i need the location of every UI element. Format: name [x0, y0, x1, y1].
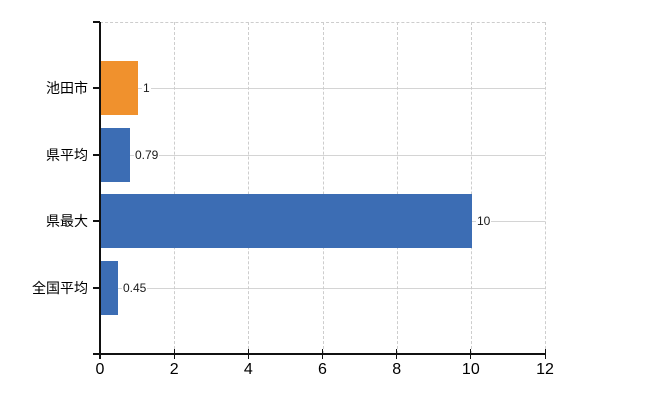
value-label: 10: [476, 213, 492, 229]
bar: [101, 261, 118, 315]
y-axis-tick: [93, 353, 100, 355]
y-axis-tick: [93, 287, 100, 289]
y-axis-line: [99, 22, 101, 359]
x-tick-label: 4: [243, 361, 253, 378]
x-tick-label: 6: [318, 361, 327, 378]
x-tick-label: 0: [95, 361, 105, 378]
x-tick-label: 2: [169, 361, 179, 378]
x-tick-label: 8: [392, 361, 402, 378]
y-axis-tick: [93, 154, 100, 156]
vertical-gridline: [545, 22, 546, 354]
vertical-gridline: [470, 22, 472, 354]
category-label: 池田市: [46, 80, 88, 96]
x-axis-tick: [544, 349, 546, 359]
bar: [101, 61, 138, 115]
vertical-gridline: [248, 22, 250, 354]
x-axis-line: [100, 353, 545, 355]
category-label: 全国平均: [32, 280, 88, 296]
bar: [101, 128, 130, 182]
y-axis-tick: [93, 87, 100, 89]
vertical-gridline: [396, 22, 398, 354]
value-label: 1: [142, 80, 151, 96]
category-label: 県最大: [46, 213, 88, 229]
vertical-gridline: [174, 22, 176, 354]
bar: [101, 194, 472, 248]
value-label: 0.45: [122, 280, 148, 296]
vertical-gridline: [322, 22, 324, 354]
x-tick-label: 12: [536, 361, 554, 378]
category-label: 県平均: [46, 147, 88, 163]
y-axis-tick: [93, 220, 100, 222]
y-axis-tick: [93, 21, 100, 23]
x-tick-label: 10: [461, 361, 480, 378]
value-label: 0.79: [134, 147, 160, 163]
